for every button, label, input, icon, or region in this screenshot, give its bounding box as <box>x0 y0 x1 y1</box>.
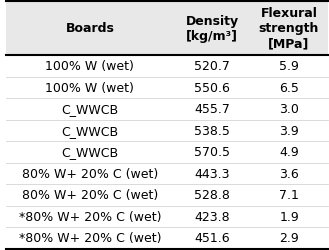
Text: 443.3: 443.3 <box>194 167 230 180</box>
Bar <box>6 120 328 142</box>
Text: 570.5: 570.5 <box>194 146 230 159</box>
Text: 100% W (wet): 100% W (wet) <box>45 60 134 73</box>
Text: 2.9: 2.9 <box>279 232 299 244</box>
Bar <box>6 99 328 120</box>
Text: 1.9: 1.9 <box>279 210 299 223</box>
Text: 451.6: 451.6 <box>194 232 230 244</box>
Bar <box>6 2 328 56</box>
Text: 6.5: 6.5 <box>279 82 299 94</box>
Text: 455.7: 455.7 <box>194 103 230 116</box>
Text: Density
[kg/m³]: Density [kg/m³] <box>186 15 239 43</box>
Bar <box>6 163 328 184</box>
Text: 528.8: 528.8 <box>194 189 230 202</box>
Text: *80% W+ 20% C (wet): *80% W+ 20% C (wet) <box>19 232 161 244</box>
Text: 5.9: 5.9 <box>279 60 299 73</box>
Text: 538.5: 538.5 <box>194 124 230 137</box>
Text: C_WWCB: C_WWCB <box>61 146 118 159</box>
Text: 3.9: 3.9 <box>279 124 299 137</box>
Bar <box>6 56 328 77</box>
Text: 100% W (wet): 100% W (wet) <box>45 82 134 94</box>
Bar <box>6 142 328 163</box>
Text: C_WWCB: C_WWCB <box>61 103 118 116</box>
Text: 3.6: 3.6 <box>279 167 299 180</box>
Bar <box>6 184 328 206</box>
Text: 423.8: 423.8 <box>194 210 230 223</box>
Text: 80% W+ 20% C (wet): 80% W+ 20% C (wet) <box>22 167 158 180</box>
Text: 7.1: 7.1 <box>279 189 299 202</box>
Text: 520.7: 520.7 <box>194 60 230 73</box>
Bar <box>6 227 328 248</box>
Bar <box>6 77 328 99</box>
Text: *80% W+ 20% C (wet): *80% W+ 20% C (wet) <box>19 210 161 223</box>
Text: 3.0: 3.0 <box>279 103 299 116</box>
Text: 80% W+ 20% C (wet): 80% W+ 20% C (wet) <box>22 189 158 202</box>
Text: C_WWCB: C_WWCB <box>61 124 118 137</box>
Text: 550.6: 550.6 <box>194 82 230 94</box>
Text: Boards: Boards <box>65 22 114 35</box>
Text: Flexural
strength
[MPa]: Flexural strength [MPa] <box>259 8 319 50</box>
Text: 4.9: 4.9 <box>279 146 299 159</box>
Bar <box>6 206 328 227</box>
